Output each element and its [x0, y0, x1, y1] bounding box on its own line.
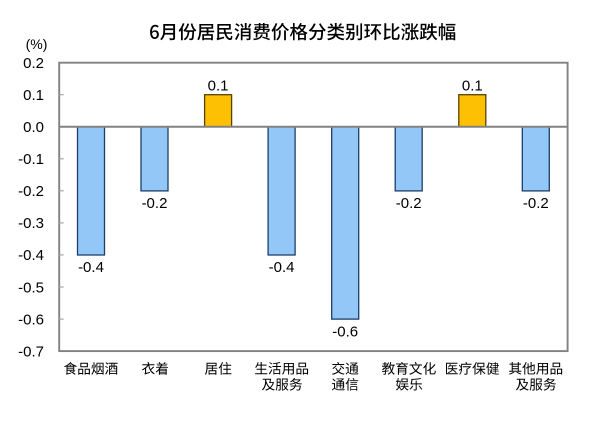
svg-text:0.1: 0.1: [462, 77, 483, 94]
svg-text:0.1: 0.1: [208, 77, 229, 94]
svg-text:-0.2: -0.2: [523, 195, 549, 212]
svg-text:-0.4: -0.4: [78, 259, 104, 276]
svg-text:-0.2: -0.2: [142, 195, 168, 212]
svg-text:-0.2: -0.2: [396, 195, 422, 212]
svg-text:0.1: 0.1: [23, 87, 44, 104]
svg-text:-0.4: -0.4: [269, 259, 295, 276]
svg-text:-0.7: -0.7: [18, 343, 44, 360]
svg-text:-0.3: -0.3: [18, 215, 44, 232]
svg-text:-0.4: -0.4: [18, 247, 44, 264]
svg-text:-0.6: -0.6: [332, 323, 358, 340]
svg-text:-0.2: -0.2: [18, 183, 44, 200]
svg-text:-0.6: -0.6: [18, 311, 44, 328]
svg-text:-0.5: -0.5: [18, 279, 44, 296]
svg-text:(%): (%): [26, 36, 48, 52]
svg-text:-0.1: -0.1: [18, 151, 44, 168]
svg-text:0.0: 0.0: [23, 119, 44, 136]
svg-text:0.2: 0.2: [23, 55, 44, 72]
